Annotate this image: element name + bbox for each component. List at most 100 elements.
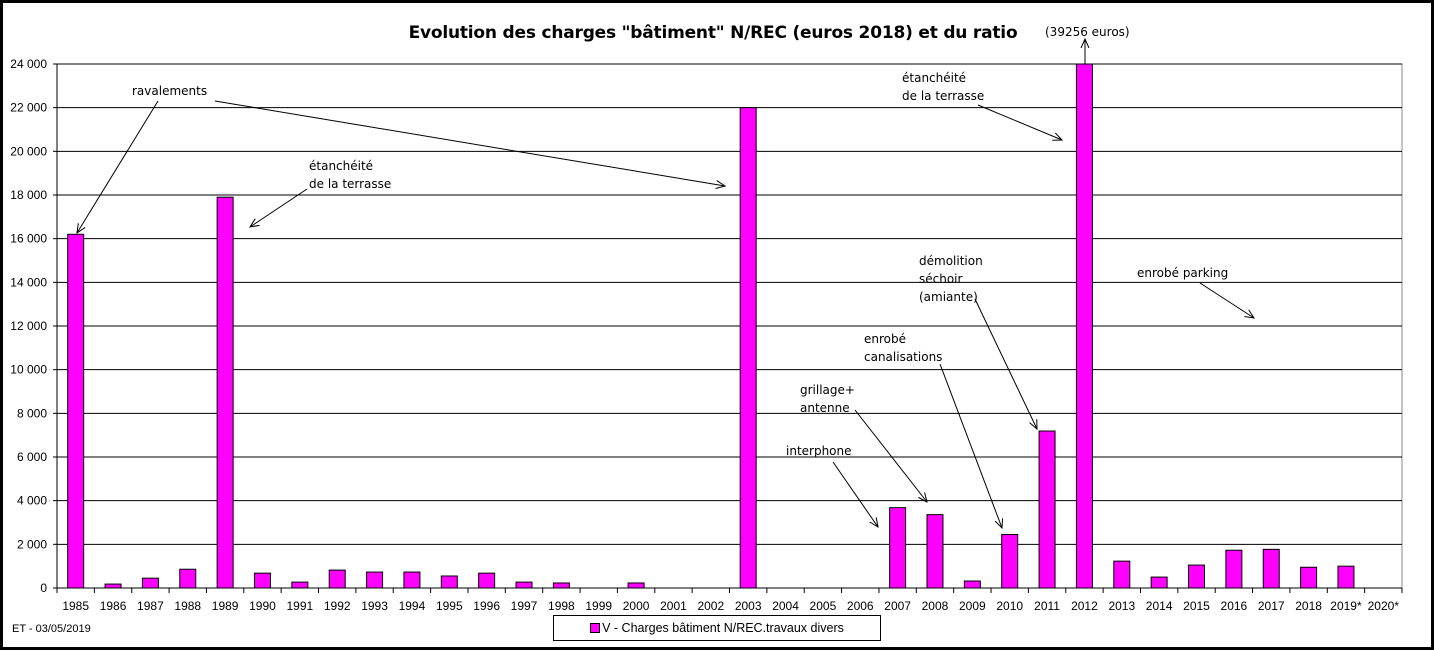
x-tick-label: 2005 (810, 599, 837, 613)
chart-title: Evolution des charges "bâtiment" N/REC (… (408, 23, 1018, 43)
x-tick-label: 1994 (399, 599, 426, 613)
bar-2019* (1337, 565, 1355, 589)
annotation-arrow (250, 188, 308, 227)
x-tick-label: 1986 (100, 599, 127, 613)
x-tick-label: 1985 (62, 599, 89, 613)
x-tick-label: 2020* (1368, 599, 1400, 613)
bar-2018 (1300, 566, 1318, 589)
x-tick-label: 2011 (1034, 599, 1060, 613)
legend-swatch (590, 623, 601, 633)
x-tick-label: 2016 (1221, 599, 1248, 613)
annotation-arrow (1199, 282, 1254, 318)
x-tick-label: 2008 (922, 599, 949, 613)
y-tick-label: 0 (40, 581, 47, 595)
annotation-text: étanchéité (309, 159, 373, 173)
bar-1988 (179, 568, 197, 589)
x-tick-label: 2006 (847, 599, 874, 613)
annotation-text: ravalements (132, 84, 207, 98)
y-tick-label: 10 000 (10, 363, 47, 377)
x-tick-label: 1991 (286, 599, 313, 613)
annotation-arrow (939, 363, 1002, 528)
bar-2007 (889, 507, 907, 589)
bar-1989 (216, 196, 234, 589)
x-tick-label: 2015 (1183, 599, 1210, 613)
x-tick-label: 1998 (548, 599, 575, 613)
x-tick-label: 1993 (361, 599, 388, 613)
bar-2013 (1113, 560, 1131, 589)
x-tick-label: 2000 (623, 599, 650, 613)
x-tick-label: 2001 (660, 599, 687, 613)
x-tick-label: 2009 (959, 599, 986, 613)
bar-2000 (627, 582, 645, 589)
x-tick-label: 2007 (884, 599, 911, 613)
bar-1992 (328, 569, 346, 589)
x-tick-label: 1997 (511, 599, 538, 613)
bar-1993 (366, 571, 384, 589)
bar-1997 (515, 581, 533, 589)
y-tick-label: 14 000 (10, 275, 47, 289)
bar-1994 (403, 571, 421, 589)
annotation-text: enrobé (864, 332, 906, 346)
bar-2003 (739, 107, 757, 589)
bar-2008 (926, 514, 944, 589)
bar-1987 (141, 577, 159, 589)
x-tick-label: 1999 (585, 599, 612, 613)
bar-1995 (440, 575, 458, 589)
annotation-text: démolition (919, 254, 983, 268)
x-tick-label: 1988 (174, 599, 201, 613)
annotation-text: grillage+ (800, 383, 855, 397)
y-tick-label: 8 000 (17, 406, 47, 420)
bar-2014 (1150, 576, 1168, 589)
annotation-text: antenne (800, 401, 850, 415)
x-tick-label: 2019* (1330, 599, 1362, 613)
annotation-text: de la terrasse (902, 89, 984, 103)
x-tick-label: 1992 (324, 599, 351, 613)
bar-1998 (552, 582, 570, 589)
y-tick-label: 16 000 (10, 232, 47, 246)
annotation-arrow (974, 298, 1037, 429)
y-tick-label: 18 000 (10, 188, 47, 202)
x-tick-label: 2010 (996, 599, 1023, 613)
bar-1986 (104, 583, 122, 589)
x-tick-label: 2002 (697, 599, 724, 613)
y-tick-label: 2 000 (17, 537, 47, 551)
x-tick-label: 1996 (473, 599, 500, 613)
y-tick-label: 22 000 (10, 101, 47, 115)
bar-2010 (1001, 534, 1019, 589)
annotation-arrow (832, 461, 878, 527)
annotation-text: (amiante) (919, 290, 978, 304)
x-tick-label: 2018 (1295, 599, 1322, 613)
legend: V - Charges bâtiment N/REC.travaux diver… (553, 615, 881, 641)
annotation-text: de la terrasse (309, 177, 391, 191)
bar-1991 (291, 581, 309, 589)
annotation-arrow (77, 100, 159, 233)
bar-2009 (963, 580, 981, 589)
bar-1985 (67, 233, 85, 589)
bar-2011 (1038, 430, 1056, 589)
annotation-text: étanchéité (902, 71, 966, 85)
footer-note: ET - 03/05/2019 (12, 623, 91, 635)
x-tick-label: 2013 (1108, 599, 1135, 613)
x-tick-label: 2012 (1071, 599, 1098, 613)
y-tick-label: 6 000 (17, 450, 47, 464)
annotation-text: (39256 euros) (1045, 25, 1130, 39)
x-tick-label: 2014 (1146, 599, 1173, 613)
x-tick-label: 1990 (249, 599, 276, 613)
x-tick-label: 2004 (772, 599, 799, 613)
bar-2017 (1262, 548, 1280, 589)
bar-chart: 0 2 000 4 000 6 000 8 000 10 000 12 000 14 000 1… (10, 25, 1403, 613)
annotation-arrow (854, 409, 927, 502)
x-tick-label: 1989 (212, 599, 239, 613)
bar-1996 (478, 572, 496, 589)
annotation-text: séchoir (919, 272, 963, 286)
y-tick-label: 4 000 (17, 494, 47, 508)
y-tick-label: 20 000 (10, 144, 47, 158)
y-tick-label: 12 000 (10, 319, 47, 333)
annotation-text: canalisations (864, 350, 942, 364)
x-tick-label: 1987 (137, 599, 164, 613)
x-tick-label: 2003 (735, 599, 762, 613)
y-tick-label: 24 000 (10, 57, 47, 71)
legend-label: V - Charges bâtiment N/REC.travaux diver… (602, 621, 844, 635)
bar-1990 (253, 572, 271, 589)
